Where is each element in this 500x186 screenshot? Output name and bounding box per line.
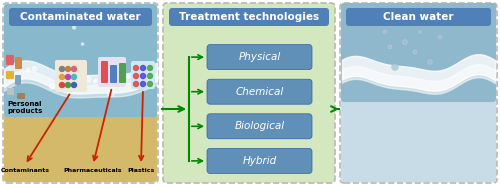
FancyBboxPatch shape: [169, 8, 329, 26]
Circle shape: [72, 26, 76, 29]
Circle shape: [438, 35, 442, 39]
FancyBboxPatch shape: [3, 3, 158, 183]
Circle shape: [402, 39, 407, 44]
FancyBboxPatch shape: [131, 61, 155, 89]
FancyBboxPatch shape: [15, 75, 21, 85]
FancyBboxPatch shape: [55, 60, 87, 92]
Text: Treatment technologies: Treatment technologies: [179, 12, 319, 22]
Text: Biological: Biological: [234, 121, 284, 131]
FancyBboxPatch shape: [119, 63, 126, 83]
FancyBboxPatch shape: [207, 148, 312, 173]
FancyBboxPatch shape: [9, 8, 152, 26]
Circle shape: [413, 50, 417, 54]
Text: Personal
products: Personal products: [7, 101, 43, 114]
Circle shape: [134, 65, 138, 70]
Circle shape: [60, 75, 64, 79]
FancyBboxPatch shape: [341, 3, 496, 102]
Circle shape: [438, 35, 442, 39]
Circle shape: [148, 65, 152, 70]
Circle shape: [127, 75, 130, 78]
Circle shape: [66, 67, 70, 71]
Text: Contaminants: Contaminants: [0, 168, 50, 172]
Text: Clean water: Clean water: [384, 12, 454, 22]
FancyBboxPatch shape: [4, 113, 157, 182]
Circle shape: [107, 90, 114, 97]
Circle shape: [95, 79, 98, 81]
Circle shape: [102, 66, 106, 70]
FancyBboxPatch shape: [17, 93, 25, 99]
Circle shape: [428, 60, 432, 65]
Circle shape: [392, 64, 398, 70]
Circle shape: [148, 81, 152, 86]
Circle shape: [82, 43, 84, 45]
Circle shape: [140, 73, 145, 78]
Circle shape: [418, 31, 422, 33]
FancyBboxPatch shape: [6, 55, 14, 65]
FancyBboxPatch shape: [4, 4, 157, 117]
Circle shape: [26, 68, 30, 72]
Circle shape: [413, 50, 417, 54]
Text: Physical: Physical: [238, 52, 281, 62]
Circle shape: [72, 83, 76, 87]
FancyBboxPatch shape: [6, 71, 14, 79]
Circle shape: [117, 11, 123, 17]
Circle shape: [66, 83, 70, 87]
Circle shape: [383, 30, 387, 34]
Circle shape: [70, 82, 74, 87]
Circle shape: [134, 81, 138, 86]
Circle shape: [68, 67, 73, 73]
FancyBboxPatch shape: [15, 57, 22, 69]
Circle shape: [388, 45, 392, 49]
Circle shape: [148, 73, 152, 78]
Circle shape: [60, 83, 64, 87]
Circle shape: [392, 64, 398, 70]
Circle shape: [72, 67, 76, 71]
FancyBboxPatch shape: [341, 97, 496, 182]
FancyBboxPatch shape: [98, 57, 126, 87]
Circle shape: [428, 60, 432, 65]
FancyBboxPatch shape: [110, 65, 117, 83]
Circle shape: [32, 67, 37, 71]
Circle shape: [142, 9, 148, 15]
Circle shape: [50, 84, 55, 89]
Circle shape: [60, 10, 65, 16]
Circle shape: [383, 30, 387, 34]
Text: Chemical: Chemical: [236, 87, 284, 97]
Circle shape: [72, 75, 76, 79]
FancyBboxPatch shape: [207, 114, 312, 139]
Text: Plastics: Plastics: [128, 168, 154, 172]
Text: Contaminated water: Contaminated water: [20, 12, 141, 22]
FancyBboxPatch shape: [346, 8, 491, 26]
Text: Hybrid: Hybrid: [242, 156, 276, 166]
Circle shape: [84, 76, 90, 83]
Circle shape: [60, 67, 64, 71]
FancyBboxPatch shape: [101, 61, 108, 83]
Circle shape: [402, 39, 407, 44]
Circle shape: [94, 80, 96, 83]
Text: Pharmaceuticals: Pharmaceuticals: [64, 168, 122, 172]
FancyBboxPatch shape: [340, 3, 497, 183]
FancyBboxPatch shape: [207, 79, 312, 104]
FancyBboxPatch shape: [163, 3, 335, 183]
Circle shape: [140, 65, 145, 70]
Circle shape: [66, 75, 70, 79]
Circle shape: [418, 31, 422, 33]
Circle shape: [12, 15, 14, 18]
Circle shape: [388, 45, 392, 49]
Circle shape: [134, 73, 138, 78]
Circle shape: [140, 81, 145, 86]
FancyBboxPatch shape: [207, 45, 312, 70]
Circle shape: [14, 18, 19, 23]
FancyBboxPatch shape: [7, 88, 14, 95]
